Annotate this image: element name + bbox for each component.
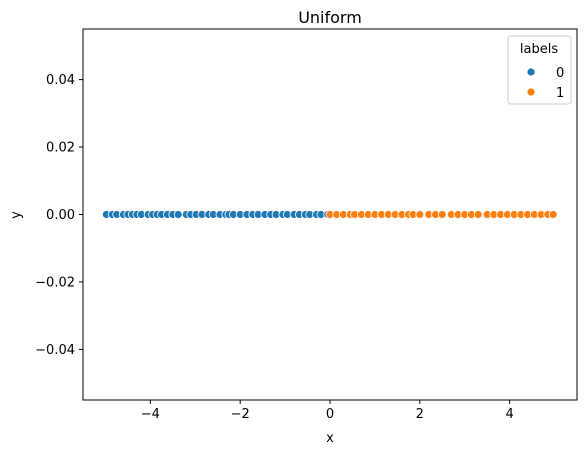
x-tick-label: 0 [326, 407, 334, 422]
y-tick-label: 0.04 [46, 73, 75, 88]
y-tick-label: −0.04 [35, 343, 75, 358]
data-point-series-1 [473, 210, 483, 219]
x-tick-label: 2 [416, 407, 424, 422]
data-point-series-1 [548, 210, 558, 219]
y-axis-ticks: −0.04 −0.02 0.00 0.02 0.04 [35, 73, 83, 358]
data-point-series-1 [415, 210, 425, 219]
data-point-series-1 [437, 210, 447, 219]
y-tick-label: −0.02 [35, 275, 75, 290]
x-axis-ticks: −4 −2 0 2 4 [141, 400, 514, 422]
x-tick-label: 4 [505, 407, 513, 422]
legend-label-0: 0 [556, 66, 564, 81]
x-tick-label: −4 [141, 407, 160, 422]
legend-marker-1 [526, 87, 536, 97]
x-axis-label: x [326, 431, 334, 446]
x-tick-label: −2 [231, 407, 250, 422]
legend-box [507, 35, 572, 105]
data-point-series-0 [173, 210, 183, 219]
legend: labels 0 1 [507, 35, 572, 105]
y-axis-label: y [9, 211, 24, 219]
legend-title: labels [520, 42, 558, 57]
legend-marker-0 [526, 67, 536, 77]
legend-label-1: 1 [556, 86, 564, 101]
y-tick-label: 0.02 [46, 141, 75, 156]
data-points [101, 210, 558, 219]
y-tick-label: 0.00 [46, 208, 75, 223]
chart-title: Uniform [298, 8, 362, 27]
